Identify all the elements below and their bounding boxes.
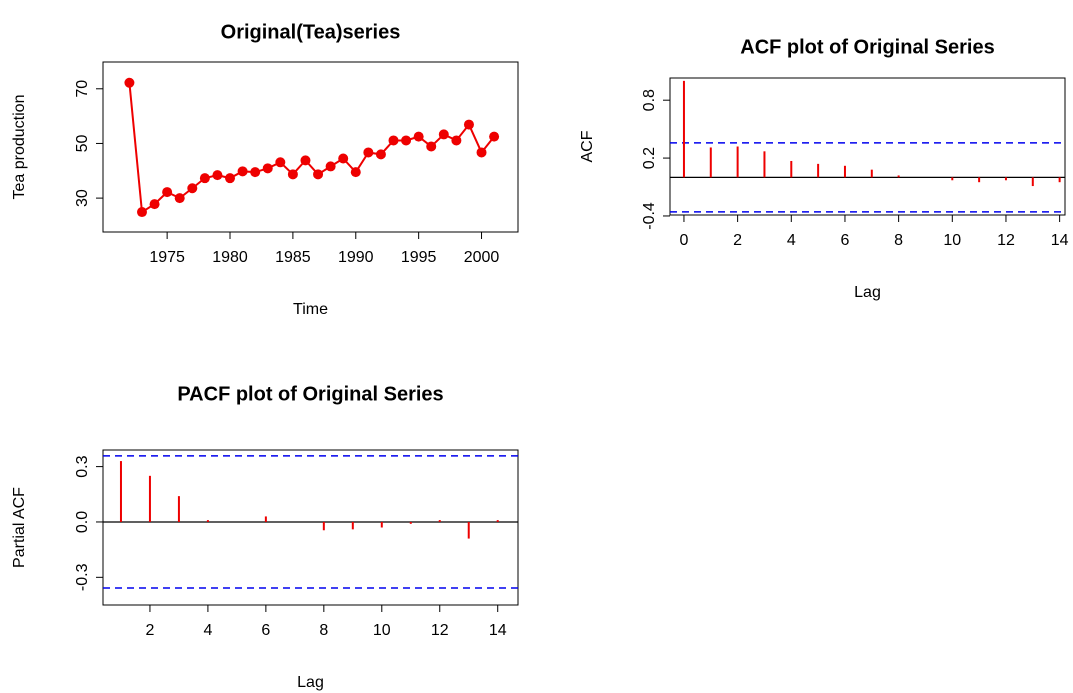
point: [212, 170, 223, 181]
x-tick-label: 2000: [464, 249, 500, 266]
y-axis-label: ACF: [579, 130, 596, 162]
x-tick-label: 6: [841, 232, 850, 249]
point: [149, 199, 160, 210]
point: [237, 166, 248, 177]
x-tick-label: 1985: [275, 249, 311, 266]
point: [275, 157, 286, 168]
point: [250, 167, 261, 178]
x-axis-label: Lag: [854, 284, 881, 301]
point: [350, 167, 361, 178]
point: [199, 173, 210, 184]
point: [489, 131, 500, 142]
x-tick-label: 2: [733, 232, 742, 249]
x-tick-label: 1990: [338, 249, 374, 266]
point: [136, 207, 147, 218]
chart-title: ACF plot of Original Series: [740, 36, 994, 58]
y-axis-label: Tea production: [11, 95, 28, 200]
point: [451, 135, 462, 146]
x-axis-label: Time: [293, 301, 328, 318]
x-tick-label: 1995: [401, 249, 437, 266]
point: [325, 161, 336, 172]
y-tick-label: -0.3: [74, 563, 91, 591]
point: [363, 147, 374, 158]
x-tick-label: 0: [680, 232, 689, 249]
point: [162, 187, 173, 198]
y-tick-label: 0.3: [74, 455, 91, 477]
y-tick-label: 0.8: [641, 89, 658, 111]
point: [300, 155, 311, 166]
x-tick-label: 8: [894, 232, 903, 249]
point: [388, 135, 399, 146]
plot-box: [669, 77, 1066, 216]
point: [338, 153, 349, 164]
point: [438, 129, 449, 140]
point: [476, 147, 487, 158]
chart-title: Original(Tea)series: [221, 21, 401, 43]
x-tick-label: 8: [319, 622, 328, 639]
x-tick-label: 1975: [149, 249, 185, 266]
y-tick-label: 30: [74, 189, 91, 207]
y-tick-label: 70: [74, 80, 91, 98]
point: [225, 173, 236, 184]
x-tick-label: 10: [373, 622, 391, 639]
x-tick-label: 4: [203, 622, 212, 639]
y-tick-label: 0.0: [74, 511, 91, 533]
x-tick-label: 2: [145, 622, 154, 639]
point: [426, 141, 437, 152]
series-line: [128, 82, 495, 214]
x-tick-label: 10: [943, 232, 961, 249]
point: [413, 131, 424, 142]
plot-box: [102, 449, 519, 606]
plot-box: [102, 61, 519, 233]
x-tick-label: 4: [787, 232, 796, 249]
x-tick-label: 6: [261, 622, 270, 639]
x-tick-label: 14: [489, 622, 507, 639]
point: [262, 163, 273, 174]
y-axis-label: Partial ACF: [11, 487, 28, 568]
point: [187, 183, 198, 194]
point: [401, 135, 412, 146]
x-tick-label: 12: [431, 622, 449, 639]
x-tick-label: 14: [1051, 232, 1069, 249]
x-tick-label: 1980: [212, 249, 248, 266]
x-tick-label: 12: [997, 232, 1015, 249]
point: [375, 149, 386, 160]
y-tick-label: -0.4: [641, 202, 658, 230]
point: [287, 169, 298, 180]
y-tick-label: 0.2: [641, 147, 658, 169]
point: [174, 193, 185, 204]
chart-title: PACF plot of Original Series: [177, 383, 443, 405]
point: [463, 119, 474, 130]
point: [124, 77, 135, 88]
point: [313, 169, 324, 180]
x-axis-label: Lag: [297, 674, 324, 691]
y-tick-label: 50: [74, 134, 91, 152]
